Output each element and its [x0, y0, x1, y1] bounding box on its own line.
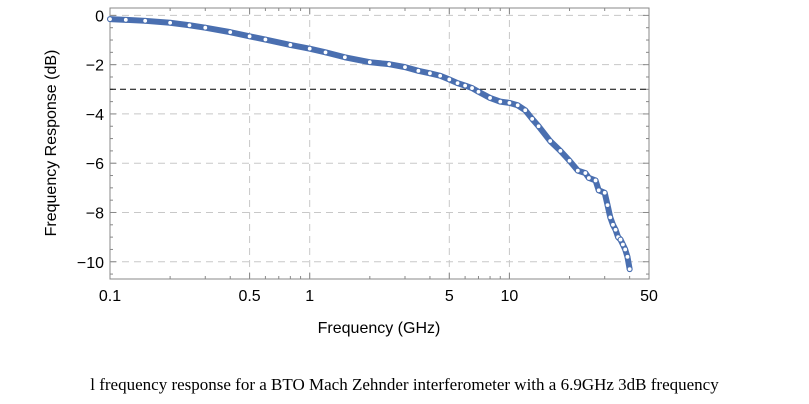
- data-point: [287, 42, 294, 48]
- data-point: [454, 80, 461, 87]
- data-point: [437, 72, 444, 79]
- data-point: [322, 49, 329, 56]
- x-tick-label: 50: [640, 288, 658, 305]
- data-point: [142, 17, 149, 24]
- data-point: [626, 266, 633, 273]
- data-point: [497, 98, 504, 105]
- frequency-response-chart: 0.1 0.5 1 5 10 50 0 −2 −4 −6 −8 −10 Frequency (GHz…: [43, 7, 658, 337]
- series-layer: [107, 16, 633, 273]
- data-point: [475, 88, 482, 95]
- data-point: [604, 202, 611, 208]
- data-point: [506, 99, 513, 106]
- data-point: [617, 236, 624, 243]
- data-point: [446, 76, 453, 83]
- minor-ticks: [109, 8, 650, 279]
- x-tick-label: 5: [445, 288, 454, 305]
- data-point: [167, 19, 174, 26]
- data-point: [535, 123, 542, 130]
- data-point: [246, 33, 253, 40]
- y-tick-label: −4: [86, 107, 104, 124]
- data-point: [612, 226, 619, 233]
- data-point: [547, 138, 554, 144]
- data-point: [582, 170, 589, 176]
- y-tick-label: −10: [77, 255, 104, 272]
- data-point: [427, 70, 433, 77]
- data-point: [202, 24, 209, 31]
- data-point: [622, 246, 629, 253]
- data-point: [514, 102, 521, 109]
- data-point: [574, 167, 581, 174]
- data-point: [462, 82, 469, 89]
- data-point: [306, 45, 313, 52]
- data-point: [487, 95, 493, 101]
- data-point: [402, 64, 408, 71]
- figure-caption: l frequency response for a BTO Mach Zehn…: [90, 375, 719, 394]
- data-point: [262, 36, 269, 43]
- data-point: [341, 54, 348, 61]
- data-point: [366, 59, 373, 66]
- data-point: [595, 187, 602, 194]
- data-point: [585, 175, 592, 181]
- data-point: [592, 177, 599, 184]
- y-tick-labels: 0 −2 −4 −6 −8 −10: [77, 8, 104, 271]
- data-point: [227, 29, 234, 36]
- y-axis-title: Frequency Response (dB): [43, 50, 60, 237]
- x-tick-label: 0.1: [99, 288, 121, 305]
- plot-area-frame: [109, 7, 650, 280]
- data-point: [107, 16, 113, 22]
- data-point: [619, 241, 626, 248]
- y-tick-label: −6: [86, 156, 104, 173]
- data-point: [566, 157, 573, 164]
- data-point: [529, 115, 536, 122]
- x-tick-label: 1: [305, 288, 314, 305]
- data-point: [415, 67, 422, 74]
- data-point: [601, 189, 608, 196]
- data-point: [607, 214, 614, 221]
- grid: [110, 8, 649, 279]
- y-tick-label: −8: [86, 205, 104, 222]
- data-point: [469, 85, 475, 91]
- y-tick-label: −2: [86, 58, 104, 75]
- data-point: [122, 16, 129, 23]
- x-axis-title: Frequency (GHz): [318, 320, 441, 337]
- data-point: [522, 107, 529, 114]
- data-point: [186, 22, 193, 29]
- x-tick-label: 10: [501, 288, 519, 305]
- y-tick-label: 0: [95, 8, 104, 25]
- data-point: [624, 253, 631, 260]
- x-tick-label: 0.5: [238, 288, 260, 305]
- data-point: [610, 221, 616, 228]
- x-tick-labels: 0.1 0.5 1 5 10 50: [99, 288, 658, 305]
- data-point: [386, 61, 393, 68]
- data-point: [557, 147, 564, 154]
